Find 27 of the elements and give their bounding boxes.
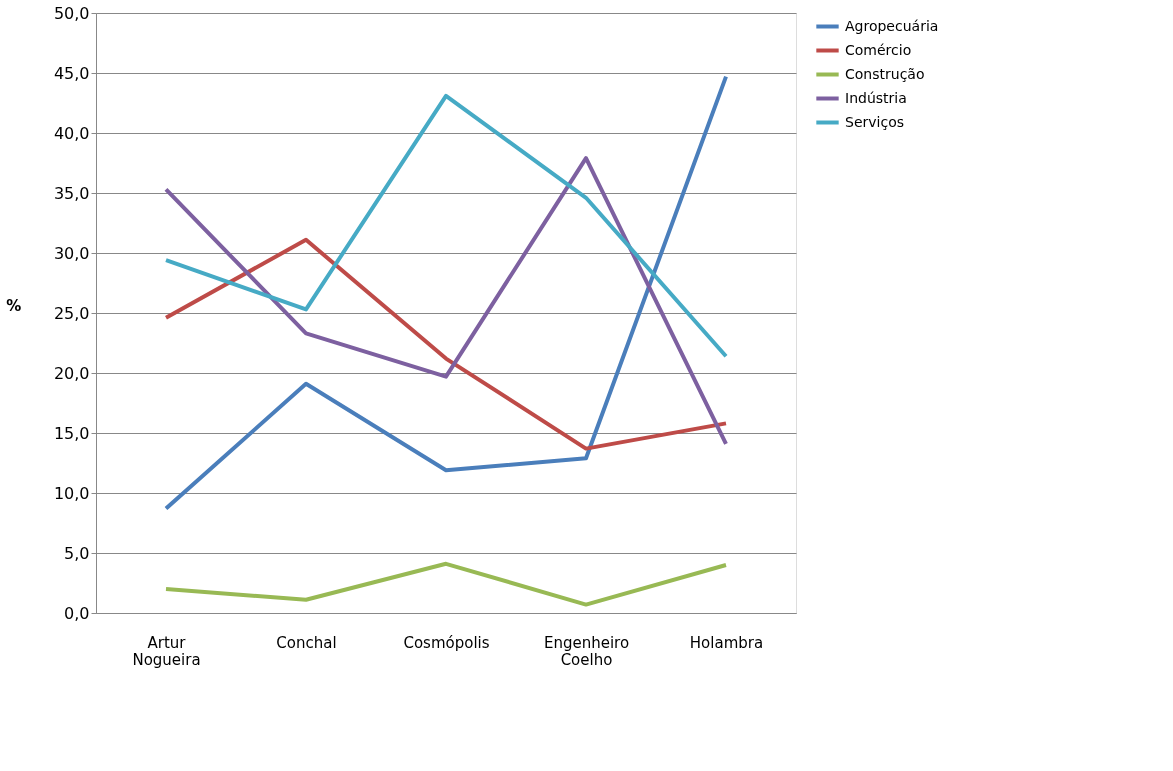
line-series: [164, 561, 728, 607]
y-axis-title: %: [6, 296, 22, 315]
y-tick-label: 25,0: [53, 303, 90, 323]
y-tick-label: 15,0: [53, 423, 90, 443]
x-tick-label: Cosmópolis: [403, 633, 490, 652]
y-tick-label: 30,0: [53, 243, 90, 263]
line-series: [164, 74, 728, 511]
y-tick-label: 35,0: [53, 183, 90, 203]
legend-label: Serviços: [845, 113, 904, 130]
y-tick-label: 5,0: [64, 543, 90, 563]
y-tick-label: 40,0: [53, 123, 90, 143]
line-series: [164, 156, 728, 446]
legend-label: Indústria: [845, 89, 907, 106]
line-series: [164, 237, 728, 451]
x-tick-label: Artur Nogueira: [132, 633, 201, 669]
y-tick-label: 20,0: [53, 363, 90, 383]
y-tick-label: 50,0: [53, 3, 90, 23]
x-tick-label: Conchal: [276, 633, 337, 652]
y-tick-label: 45,0: [53, 63, 90, 83]
legend-label: Agropecuária: [845, 17, 939, 34]
x-tick-label: Engenheiro Coelho: [543, 633, 630, 669]
y-tick-label: 0,0: [64, 603, 90, 623]
legend-label: Construção: [845, 65, 925, 82]
x-tick-label: Holambra: [689, 633, 764, 652]
legend-label: Comércio: [845, 41, 912, 58]
line-series: [164, 93, 728, 359]
y-tick-label: 10,0: [53, 483, 90, 503]
